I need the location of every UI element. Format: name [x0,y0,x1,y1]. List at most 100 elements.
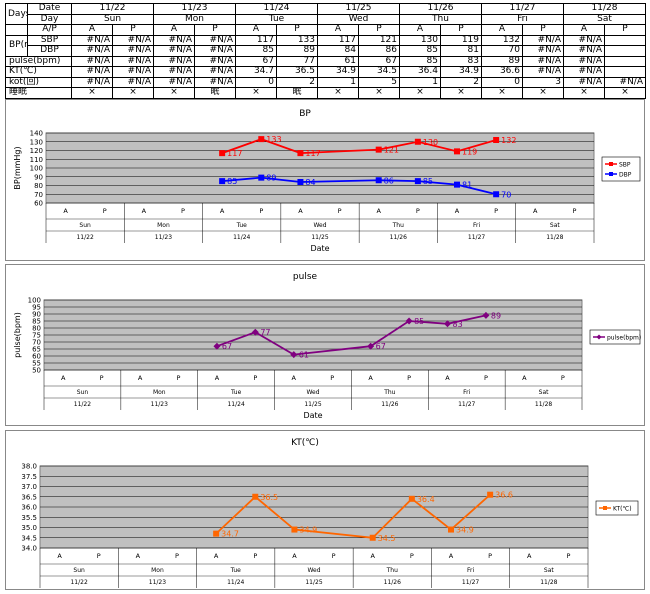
value-cell: 36.6 [481,66,523,78]
x-slot-label: P [253,374,257,382]
value-cell: × [522,87,564,99]
x-slot-label: P [181,207,185,215]
y-tick-label: 90 [34,173,43,181]
y-tick-label: 37.5 [21,473,37,481]
y-tick-label: 35.0 [21,524,37,532]
x-day-label: Sat [550,222,560,229]
value-cell: #N/A [563,66,605,78]
data-point [219,150,226,157]
x-slot-label: A [61,374,66,382]
value-cell: 86 [358,45,400,57]
value-cell: #N/A [112,45,154,57]
x-slot-label: P [572,207,576,215]
x-slot-label: A [214,552,219,560]
y-axis-label: BP(mmHg) [13,146,22,189]
data-label: 89 [266,174,276,183]
value-cell: 83 [440,55,482,67]
legend-label: pulse(bpm) [607,335,641,342]
data-label: 130 [423,138,438,147]
x-date-label: 11/27 [458,401,475,408]
x-slot-label: A [370,552,375,560]
x-slot-label: A [142,207,147,215]
x-day-label: Tue [230,567,242,574]
data-label: 86 [384,176,394,185]
x-date-label: 11/24 [233,234,250,241]
x-day-label: Sun [73,567,85,574]
x-day-label: Thu [392,222,404,229]
value-cell: 84 [317,45,359,57]
slot-a: A [235,24,277,36]
value-cell: 1 [317,76,359,88]
bp-label: BP(mmHg) [5,34,28,57]
value-cell: #N/A [112,55,154,67]
y-tick-label: 140 [30,130,43,138]
legend-label: DBP [619,172,632,179]
value-cell: #N/A [563,45,605,57]
data-point [454,148,460,155]
data-label: 81 [462,181,472,190]
data-label: 117 [305,149,320,158]
data-point [454,181,460,188]
legend-swatch [609,172,613,176]
bp-chart: BP 60 70 80 90 100 110 120 130 140 BP(mmHg) A P A P A P A… [5,99,645,261]
slot-p: P [604,24,646,36]
data-label: 132 [501,136,516,145]
x-slot-label: P [330,374,334,382]
value-cell: #N/A [71,34,113,46]
date-cell: 11/26 [399,3,482,15]
day-cell: Wed [317,13,400,25]
data-point [369,534,376,541]
value-cell: 3 [522,76,564,88]
y-tick-label: 80 [34,182,43,190]
x-slot-label: P [566,552,570,560]
value-cell: 2 [276,76,318,88]
value-cell: #N/A [71,45,113,57]
value-cell: 81 [440,45,482,57]
value-cell: #N/A [604,76,646,88]
x-day-label: Sat [544,567,554,574]
x-slot-label: P [177,374,181,382]
x-slot-label: A [63,207,68,215]
x-day-label: Thu [383,389,395,396]
y-tick-label: 70 [32,339,41,347]
date-cell: 11/23 [153,3,236,15]
row-label: SBP [27,34,72,46]
legend-label: SBP [619,162,631,169]
value-cell: 132 [481,34,523,46]
x-date-label: 11/23 [151,401,168,408]
x-date-label: 11/25 [305,579,322,586]
x-slot-label: A [136,552,141,560]
y-tick-label: 75 [32,332,41,340]
value-cell: #N/A [153,45,195,57]
day-cell: Sat [563,13,646,25]
value-cell: 2 [440,76,482,88]
x-slot-label: A [533,207,538,215]
x-slot-label: A [522,374,527,382]
date-cell: 11/22 [71,3,154,15]
x-slot-label: P [410,552,414,560]
value-cell: #N/A [71,55,113,67]
value-cell: 85 [399,55,441,67]
value-cell: #N/A [194,45,236,57]
slot-p: P [194,24,236,36]
x-slot-label: A [376,207,381,215]
y-tick-label: 100 [28,297,41,305]
value-cell: #N/A [112,76,154,88]
slot-a: A [399,24,441,36]
x-day-label: Fri [473,222,480,229]
data-point [213,530,220,537]
data-point [291,526,298,533]
y-tick-label: 100 [30,165,43,173]
y-axis-label: pulse(bpm) [13,312,22,358]
data-point [482,311,490,319]
data-label: 85 [227,177,237,186]
legend [595,500,639,516]
date-cell: 11/27 [481,3,564,15]
data-point [258,174,265,181]
row-label: KT(℃) [5,66,72,78]
x-day-label: Mon [157,222,170,229]
data-label: 83 [453,320,463,329]
day-label: Day [27,13,72,25]
slot-p: P [276,24,318,36]
y-tick-label: 38.0 [21,463,37,471]
